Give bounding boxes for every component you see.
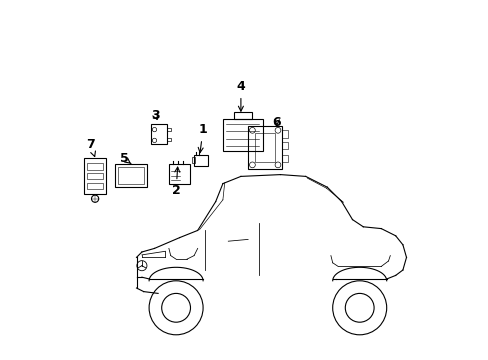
Bar [194,155,207,166]
Bar [282,130,287,138]
Bar [118,167,144,184]
Text: 5: 5 [119,152,131,165]
Bar [233,112,251,119]
Bar [223,119,262,151]
Bar [282,155,287,162]
Bar [115,164,147,187]
Bar [87,173,103,179]
Bar [192,157,195,163]
Bar [151,124,167,144]
Bar [84,158,106,194]
Bar [247,126,282,169]
Bar [167,128,170,131]
Bar [168,164,190,184]
Bar [87,163,103,170]
Text: 2: 2 [171,167,180,197]
Bar [282,142,287,149]
Text: 6: 6 [272,116,281,129]
Bar [167,138,170,141]
Bar [87,183,103,189]
Text: 1: 1 [198,123,207,153]
Bar [255,133,275,162]
Text: 7: 7 [86,138,95,157]
Text: 3: 3 [151,109,159,122]
Text: 4: 4 [236,80,245,111]
